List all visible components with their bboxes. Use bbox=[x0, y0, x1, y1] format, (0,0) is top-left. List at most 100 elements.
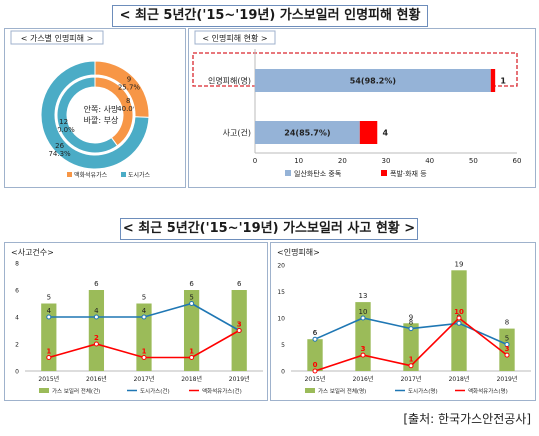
donut-label: 8 bbox=[126, 97, 130, 105]
x-tick-label: 0 bbox=[253, 157, 257, 165]
bar-value-label: 6 bbox=[189, 280, 194, 288]
donut-label: 25.7% bbox=[118, 84, 141, 92]
hbar-bar bbox=[490, 69, 496, 92]
line-value-label: 4 bbox=[142, 307, 147, 315]
line-value-label: 1 bbox=[409, 356, 414, 364]
donut-title: < 가스별 인명피해 > bbox=[21, 33, 94, 43]
donut-label: 74.3% bbox=[48, 150, 71, 158]
bar-value-label: 9 bbox=[409, 313, 413, 321]
bar bbox=[41, 303, 57, 371]
legend-label: 가스 보일러 전체(건) bbox=[52, 387, 100, 395]
line-value-label: 1 bbox=[189, 348, 194, 356]
bar-value-label: 8 bbox=[505, 319, 509, 327]
line-value-label: 10 bbox=[454, 308, 464, 316]
x-tick-label: 10 bbox=[294, 157, 303, 165]
legend-label: 액화석유가스(건) bbox=[202, 387, 242, 395]
y-tick-label: 6 bbox=[15, 288, 19, 295]
line-point bbox=[312, 336, 318, 342]
y-tick-label: 0 bbox=[15, 369, 19, 376]
line-value-label: 3 bbox=[237, 321, 242, 329]
line-point bbox=[456, 315, 462, 321]
line-point bbox=[360, 352, 366, 358]
bar bbox=[499, 328, 515, 371]
x-tick-label: 2015년 bbox=[38, 375, 59, 383]
legend-label: 일산화탄소 중독 bbox=[294, 169, 342, 178]
x-tick-label: 2019년 bbox=[229, 375, 250, 383]
accidents-chart: <사고건수> 0 2 4 6 8 5 6 5 6 6 2015년 2016년 2017년 2018년 2019… bbox=[11, 247, 263, 395]
x-tick-label: 60 bbox=[513, 157, 522, 165]
combo-title: <사고건수> bbox=[11, 247, 54, 257]
y-tick-label: 5 bbox=[281, 342, 285, 349]
x-tick-label: 30 bbox=[382, 157, 391, 165]
line-point bbox=[408, 326, 414, 332]
line-point bbox=[93, 341, 99, 347]
donut-center-label: 안쪽: 사망 bbox=[84, 104, 119, 114]
legend-swatch bbox=[381, 170, 387, 176]
legend-swatch bbox=[285, 170, 291, 176]
line-value-label: 5 bbox=[505, 335, 509, 343]
category-label: 사고(건) bbox=[223, 128, 251, 138]
donut-center-label: 바깥: 부상 bbox=[84, 115, 119, 125]
line-value-label: 3 bbox=[505, 345, 510, 353]
line-point bbox=[408, 363, 414, 369]
y-tick-label: 20 bbox=[277, 263, 285, 270]
donut-label: 40.0% bbox=[117, 105, 140, 113]
y-tick-label: 10 bbox=[277, 316, 285, 323]
bar-value-label: 5 bbox=[142, 294, 146, 302]
donut-label: 9 bbox=[127, 76, 131, 84]
x-tick-label: 2016년 bbox=[353, 375, 374, 383]
line-point bbox=[141, 314, 147, 320]
x-tick-label: 2019년 bbox=[497, 375, 518, 383]
donut-label: 60.0% bbox=[52, 126, 75, 134]
y-tick-label: 4 bbox=[15, 315, 19, 322]
line-value-label: 5 bbox=[189, 294, 193, 302]
casualties-panel: <인명피해> 0 5 10 15 20 6 13 9 19 8 2015년 2016년 2017년 2018… bbox=[270, 242, 536, 401]
combo-title: <인명피해> bbox=[277, 247, 320, 257]
line-value-label: 8 bbox=[409, 319, 413, 327]
x-tick-label: 2017년 bbox=[134, 375, 155, 383]
donut-slice bbox=[56, 76, 119, 154]
bottom-title: < 최근 5년간('15~'19년) 가스보일러 사고 현황 > bbox=[120, 218, 418, 240]
legend-swatch bbox=[305, 388, 315, 393]
donut-slice bbox=[40, 60, 150, 170]
hbar-chart: < 인명피해 현황 > 0 10 20 30 40 50 60 인명피해(명) 54(98.2%)… bbox=[192, 30, 522, 178]
bar bbox=[88, 290, 105, 371]
legend-swatch bbox=[121, 172, 126, 177]
y-tick-label: 15 bbox=[277, 289, 285, 296]
hbar-title: < 인명피해 현황 > bbox=[202, 33, 267, 43]
line-point bbox=[236, 328, 242, 333]
top-title: < 최근 5년간('15~'19년) 가스보일러 인명피해 현황 > bbox=[112, 5, 428, 43]
legend-label: 액화석유가스 bbox=[74, 171, 108, 179]
line-point bbox=[93, 314, 99, 320]
hbar-bar bbox=[359, 121, 378, 144]
line-point bbox=[360, 315, 366, 321]
donut-label: 12 bbox=[59, 118, 68, 126]
line-value-label: 1 bbox=[46, 348, 51, 356]
legend-label: 액화석유가스(명) bbox=[468, 387, 508, 395]
legend-swatch bbox=[39, 388, 49, 393]
hbar-panel: < 인명피해 현황 > 0 10 20 30 40 50 60 인명피해(명) 54(98.2%)… bbox=[188, 28, 536, 188]
legend-swatch bbox=[67, 172, 72, 177]
line-point bbox=[504, 342, 510, 347]
line-point bbox=[189, 355, 195, 360]
bar bbox=[136, 303, 152, 371]
line-point bbox=[46, 355, 52, 360]
legend-label: 가스 보일러 전체(명) bbox=[318, 387, 366, 395]
line-point bbox=[456, 320, 462, 326]
legend-label: 도시가스(명) bbox=[408, 387, 438, 395]
source-note: [출처: 한국가스안전공사] bbox=[403, 412, 531, 426]
bar bbox=[403, 323, 419, 371]
bar-value-label: 5 bbox=[47, 294, 51, 302]
bar-value-label: 19 bbox=[455, 260, 464, 268]
hbar-bar bbox=[255, 121, 360, 144]
bar bbox=[307, 339, 323, 371]
line-value-label: 4 bbox=[47, 307, 52, 315]
line-value-label: 4 bbox=[94, 307, 99, 315]
x-tick-label: 2017년 bbox=[401, 375, 422, 383]
line-value-label: 2 bbox=[94, 334, 99, 342]
donut-panel: < 가스별 인명피해 > 8 40.0% 12 60.0% 9 25.7% 26 74.3% 안쪽… bbox=[4, 28, 186, 188]
x-tick-label: 50 bbox=[469, 157, 478, 165]
line-value-label: 0 bbox=[313, 361, 318, 369]
legend-label: 도시가스 bbox=[128, 171, 151, 179]
